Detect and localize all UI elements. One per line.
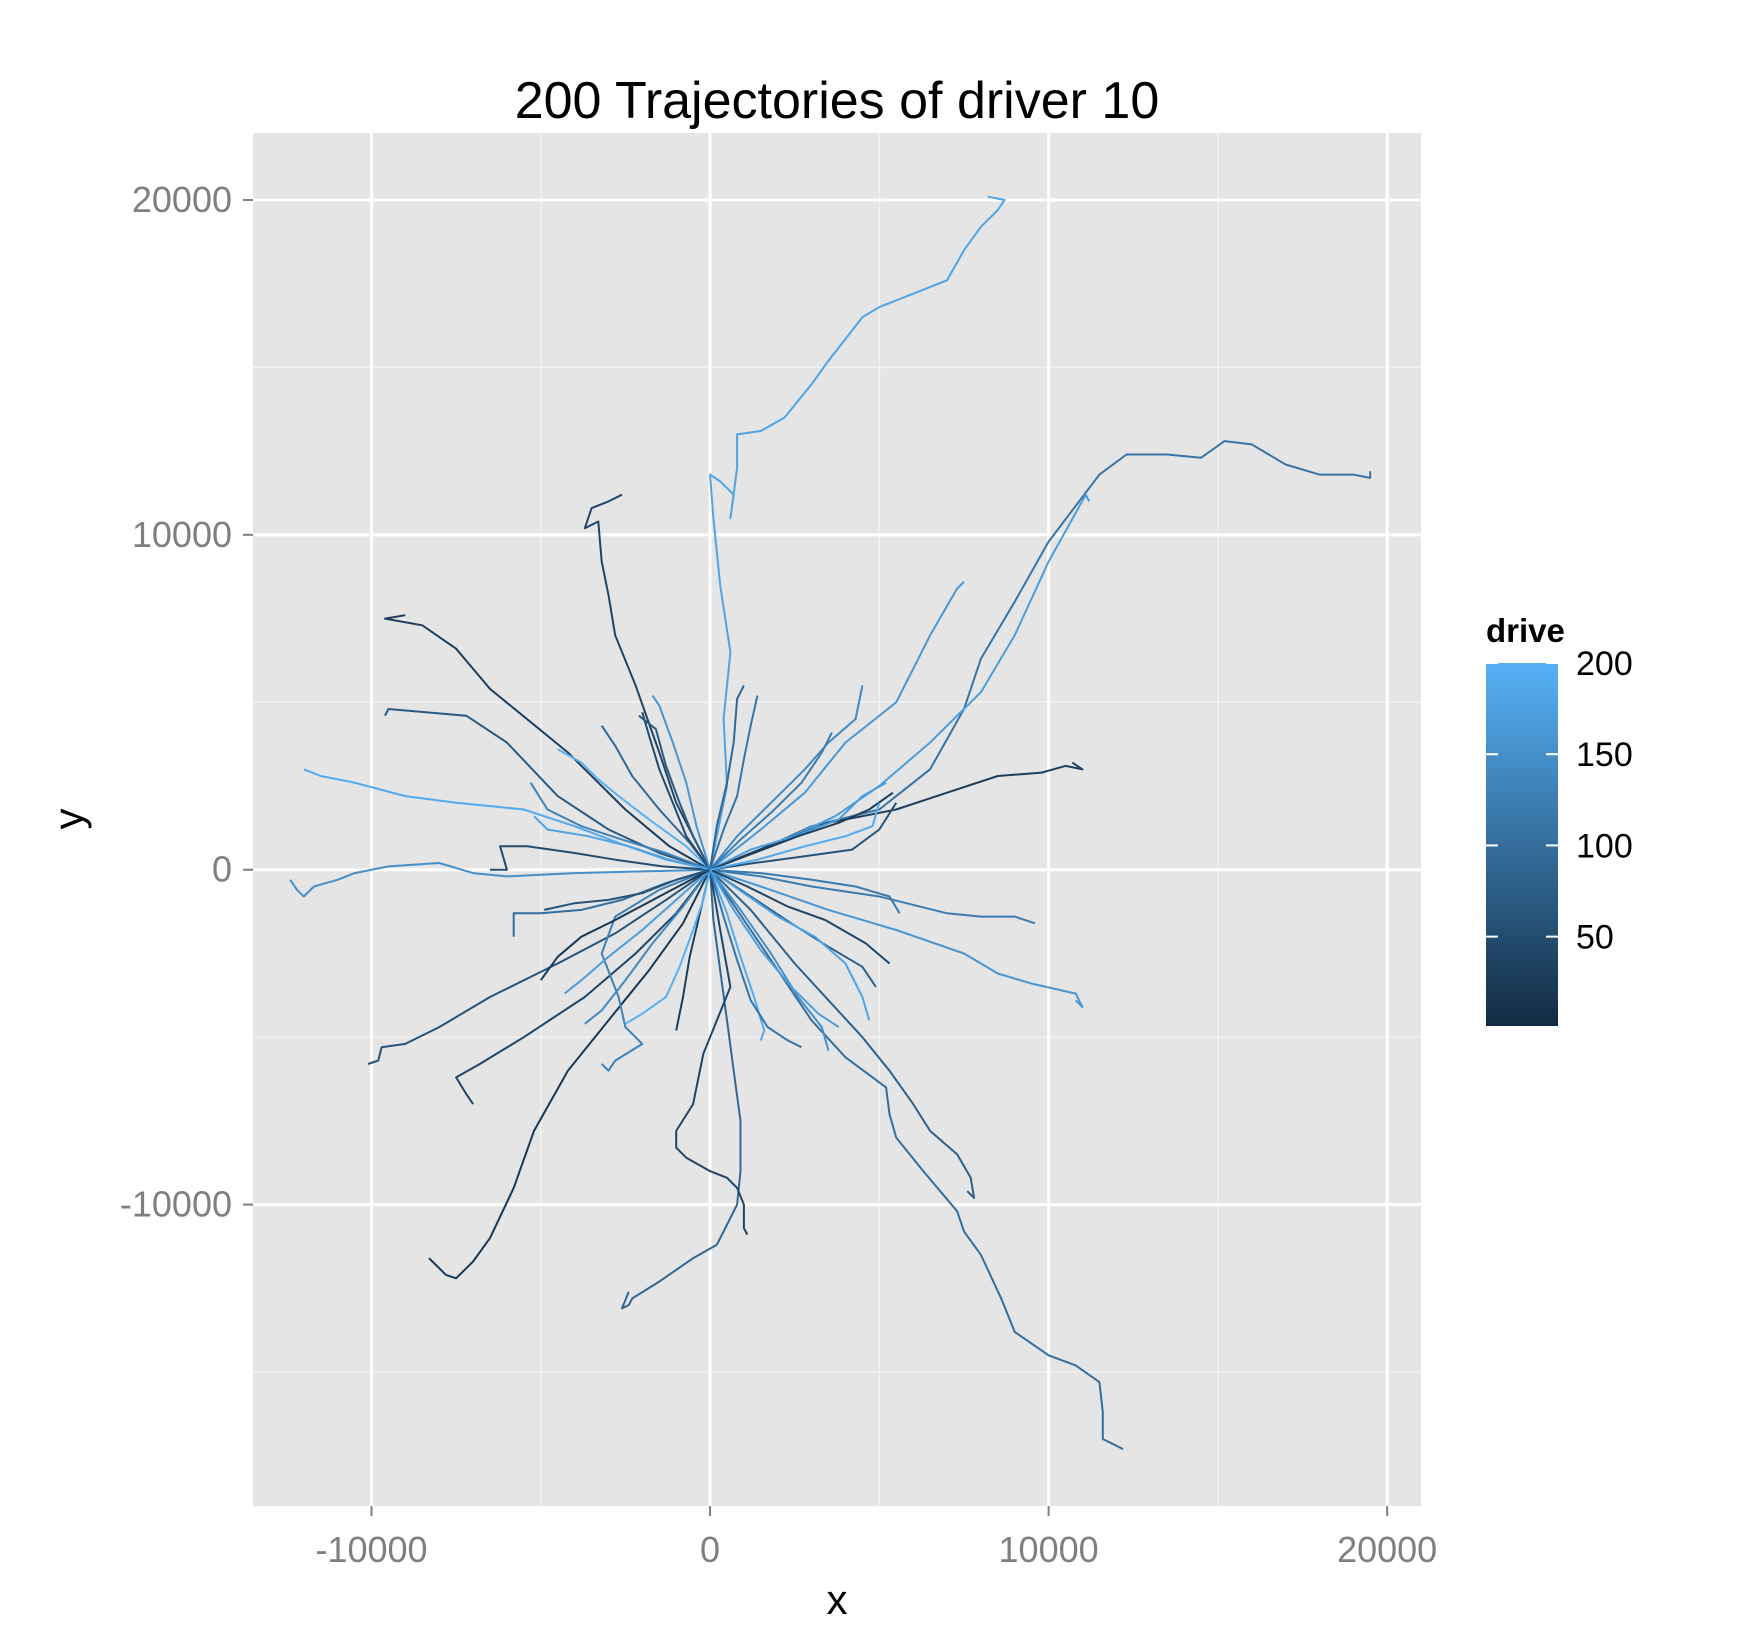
trajectory-line [709, 869, 830, 1051]
trajectory-line [709, 802, 898, 871]
chart-title: 200 Trajectories of driver 10 [515, 72, 1160, 130]
trajectory-line [384, 614, 711, 871]
y-tick-label: 0 [212, 849, 232, 890]
trajectory-lines [289, 195, 1372, 1450]
trajectory-line [709, 195, 1006, 870]
y-tick-label: -10000 [120, 1184, 232, 1225]
legend-breaks: 50 100 150 200 [1486, 645, 1633, 957]
x-axis-title: x [827, 1576, 848, 1623]
trajectory-line [529, 782, 711, 871]
trajectory-line [709, 493, 1091, 871]
trajectory-line [533, 815, 711, 871]
trajectory-line [428, 869, 711, 1280]
legend-break-label: 150 [1576, 736, 1633, 774]
trajectory-line [709, 869, 840, 1028]
trajectory-line [600, 868, 711, 1072]
trajectory-line [621, 869, 742, 1310]
y-axis-ticks: -10000 0 10000 20000 [120, 179, 253, 1225]
trajectory-line [709, 868, 871, 1021]
legend: drive 50 100 150 200 [1486, 612, 1633, 1026]
legend-break-label: 50 [1576, 919, 1614, 957]
trajectory-line [709, 731, 833, 871]
trajectory-line [709, 781, 887, 871]
x-tick-label: -10000 [315, 1529, 427, 1570]
trajectory-line [709, 685, 864, 871]
y-tick-label: 20000 [132, 179, 232, 220]
x-axis-ticks: -10000 0 10000 20000 [315, 1506, 1437, 1570]
y-tick-label: 10000 [132, 514, 232, 555]
trajectory-line [709, 869, 802, 1049]
trajectory-line [455, 869, 711, 1105]
trajectory-line [583, 493, 711, 871]
trajectory-line [675, 869, 749, 1236]
trajectory-line [709, 440, 1372, 871]
x-tick-label: 10000 [999, 1529, 1099, 1570]
trajectory-line [709, 791, 894, 871]
trajectory-line [584, 869, 711, 1025]
trajectory-line [563, 868, 711, 995]
trajectory-line [709, 868, 891, 965]
trajectory-line [709, 869, 766, 1041]
trajectory-line [624, 869, 711, 1025]
trajectory-line [638, 714, 711, 871]
trajectory-line [709, 868, 1084, 1008]
trajectory-line [557, 748, 711, 871]
major-gridlines [253, 133, 1421, 1506]
x-tick-label: 20000 [1337, 1529, 1437, 1570]
trajectory-line [709, 695, 759, 871]
trajectory-line [709, 868, 976, 1199]
trajectory-line [543, 868, 711, 911]
trajectory-line [709, 802, 881, 871]
trajectory-line [651, 695, 711, 870]
trajectory-line [490, 845, 711, 871]
trajectory-line [709, 868, 1036, 925]
minor-gridlines [253, 133, 1421, 1506]
trajectory-line [539, 868, 711, 981]
trajectory-line [367, 868, 711, 1065]
trajectory-line [709, 580, 965, 871]
legend-break-label: 200 [1576, 645, 1633, 683]
x-tick-label: 0 [700, 1529, 720, 1570]
legend-break-label: 100 [1576, 827, 1633, 865]
y-axis-title: y [45, 809, 92, 830]
trajectory-line [641, 712, 711, 871]
legend-title: drive [1486, 612, 1565, 649]
trajectory-line [289, 862, 711, 898]
trajectory-line [709, 868, 901, 914]
trajectory-line [709, 685, 745, 870]
